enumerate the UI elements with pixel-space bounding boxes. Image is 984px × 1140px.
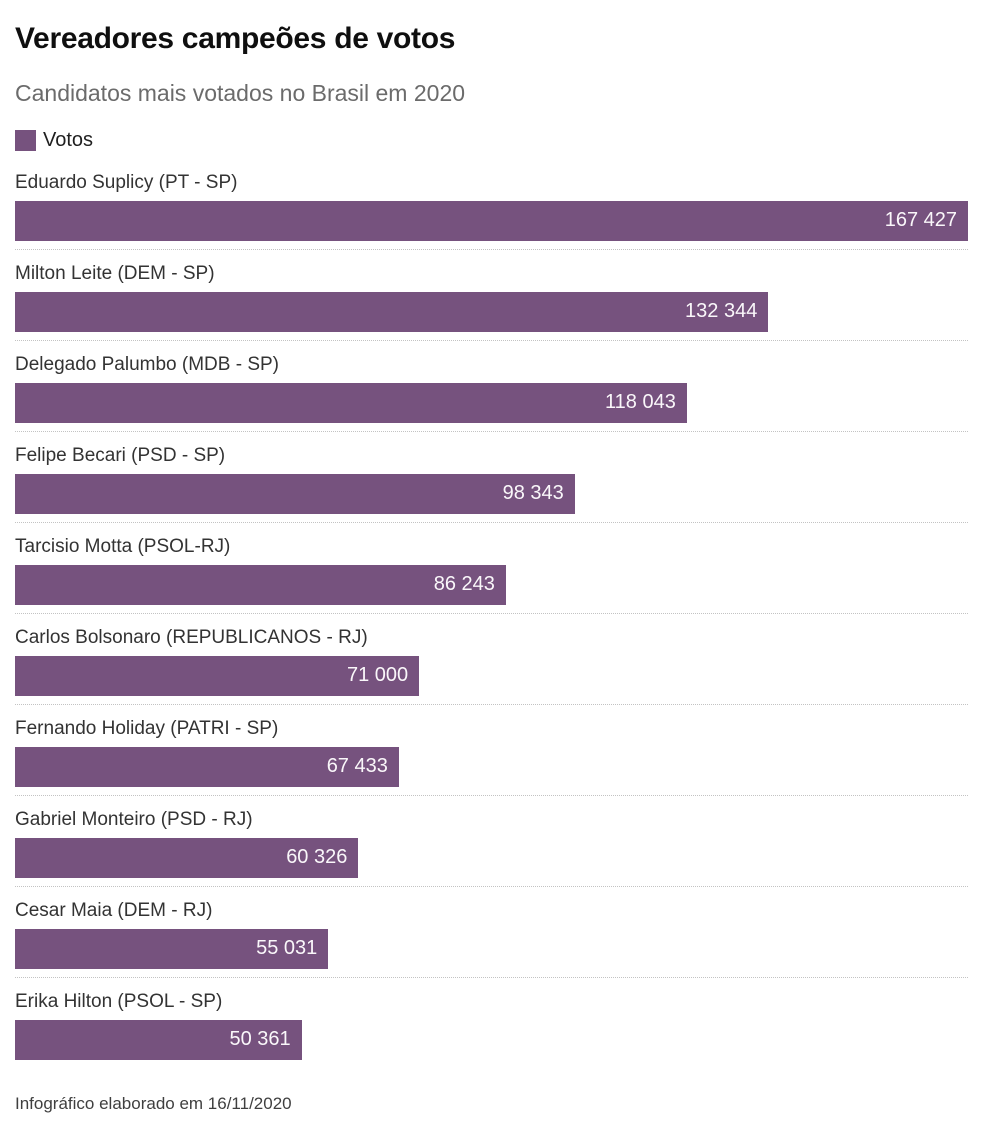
bar[interactable]: 60 326 (15, 837, 359, 878)
category-label: Tarcisio Motta (PSOL-RJ) (15, 535, 231, 557)
category-label: Fernando Holiday (PATRI - SP) (15, 717, 279, 739)
category-label: Delegado Palumbo (MDB - SP) (15, 353, 279, 375)
bar[interactable]: 50 361 (15, 1019, 302, 1060)
chart-row: Felipe Becari (PSD - SP) 98 343 (15, 444, 968, 523)
row-separator (15, 521, 968, 523)
bar[interactable]: 67 433 (15, 746, 399, 787)
bar-value-label: 132 344 (685, 300, 758, 322)
category-label: Gabriel Monteiro (PSD - RJ) (15, 808, 253, 830)
bar-value-label: 60 326 (286, 846, 348, 868)
page-subtitle: Candidatos mais votados no Brasil em 202… (15, 79, 466, 106)
row-separator (15, 612, 968, 614)
category-label: Erika Hilton (PSOL - SP) (15, 990, 223, 1012)
footer-note: Infográfico elaborado em 16/11/2020 (15, 1093, 292, 1113)
chart-row: Delegado Palumbo (MDB - SP) 118 043 (15, 353, 968, 432)
bar-value-label: 167 427 (884, 209, 957, 231)
row-separator (15, 248, 968, 250)
chart-row: Carlos Bolsonaro (REPUBLICANOS - RJ) 71 0… (15, 626, 968, 705)
bar-value-label: 86 243 (433, 573, 495, 595)
bar[interactable]: 132 344 (15, 291, 769, 332)
bar-value-label: 98 343 (502, 482, 564, 504)
bar[interactable]: 55 031 (15, 928, 329, 969)
bar[interactable]: 98 343 (15, 473, 575, 514)
chart-row: Cesar Maia (DEM - RJ) 55 031 (15, 899, 968, 978)
bar[interactable]: 71 000 (15, 655, 420, 696)
chart-row: Fernando Holiday (PATRI - SP) 67 433 (15, 717, 968, 796)
row-separator (15, 430, 968, 432)
chart-row: Tarcisio Motta (PSOL-RJ) 86 243 (15, 535, 968, 614)
legend-item-votos[interactable]: Votos (15, 129, 968, 152)
bar-value-label: 50 361 (229, 1028, 291, 1050)
category-label: Milton Leite (DEM - SP) (15, 262, 215, 284)
bar-value-label: 55 031 (256, 937, 318, 959)
bar-value-label: 71 000 (346, 664, 409, 686)
category-label: Cesar Maia (DEM - RJ) (15, 899, 213, 921)
bar[interactable]: 118 043 (15, 382, 687, 423)
row-separator (15, 703, 968, 705)
bar[interactable]: 86 243 (15, 564, 506, 605)
bar-value-label: 118 043 (605, 391, 676, 413)
chart-row: Gabriel Monteiro (PSD - RJ) 60 326 (15, 808, 968, 887)
category-label: Carlos Bolsonaro (REPUBLICANOS - RJ) (15, 626, 368, 648)
bar[interactable]: 167 427 (15, 200, 968, 241)
chart-row: Eduardo Suplicy (PT - SP) 167 427 (15, 171, 968, 250)
row-separator (15, 885, 968, 887)
legend-swatch-icon (15, 129, 36, 151)
chart-row: Milton Leite (DEM - SP) 132 344 (15, 262, 968, 341)
category-label: Felipe Becari (PSD - SP) (15, 444, 226, 466)
category-label: Eduardo Suplicy (PT - SP) (15, 171, 238, 193)
row-separator (15, 339, 968, 341)
page-title: Vereadores campeões de votos (15, 22, 456, 55)
chart-row: Erika Hilton (PSOL - SP) 50 361 (15, 990, 968, 1060)
row-separator (15, 976, 968, 978)
bar-value-label: 67 433 (326, 755, 388, 777)
bar-chart: Eduardo Suplicy (PT - SP) 167 427 Milton L… (15, 171, 968, 1060)
legend-label: Votos (43, 128, 94, 151)
row-separator (15, 794, 968, 796)
